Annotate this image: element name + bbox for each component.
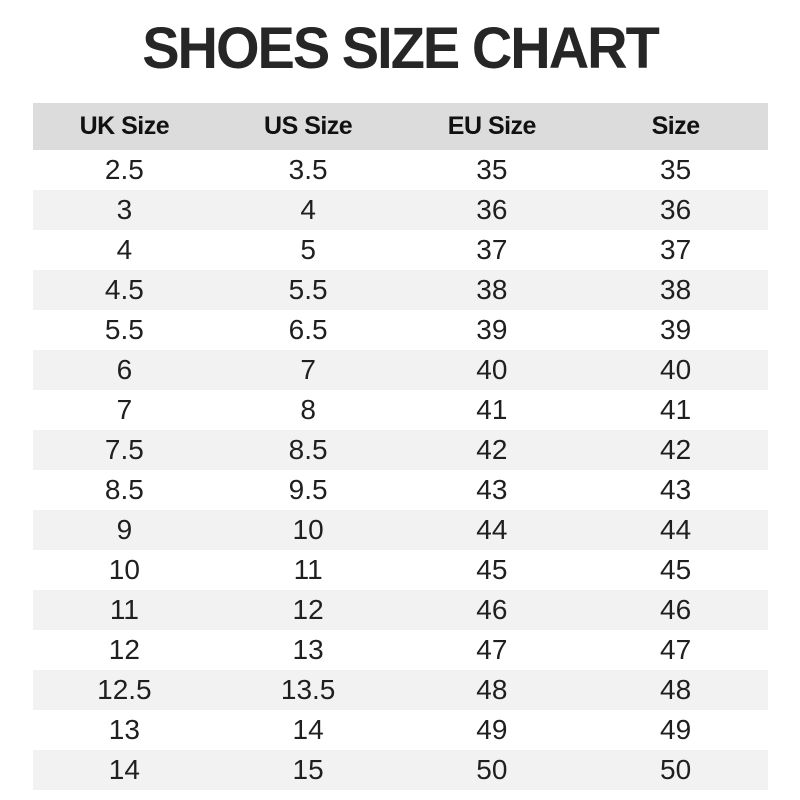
table-cell: 40	[400, 349, 584, 390]
column-header: Size	[583, 102, 768, 150]
table-cell: 2.5	[104, 153, 144, 185]
table-cell: 47	[476, 633, 508, 665]
table-cell: 38	[583, 269, 768, 310]
table-cell: 35	[476, 153, 508, 185]
column-header: UK Size	[32, 102, 217, 150]
column-header: US Size	[216, 102, 400, 150]
column-header: EU Size	[400, 102, 584, 150]
table-cell: 42	[583, 429, 768, 470]
table-row: 4 5 37 37	[33, 230, 768, 270]
table-cell: 8.5	[104, 473, 144, 505]
page-title: SHOES SIZE CHART	[142, 14, 660, 81]
table-row: 3 4 36 36	[32, 189, 768, 230]
table-cell: 44	[583, 509, 768, 550]
table-row: 12.5 13.5 48 48	[32, 669, 768, 710]
table-body: 2.5 3.5 35 35 3 4 36 36 4 5 37 37 4.5 5.5 38 38 5.5 6.5 39…	[32, 150, 768, 790]
table-cell: 36	[583, 189, 768, 230]
table-cell: 7	[116, 393, 133, 425]
table-row: 4.5 5.5 38 38	[32, 269, 768, 310]
table-cell: 5	[300, 233, 316, 265]
table-cell: 49	[660, 713, 692, 745]
table-cell: 50	[583, 749, 768, 790]
table-cell: 4	[216, 189, 400, 230]
table-cell: 13	[292, 633, 324, 665]
table-cell: 8.5	[216, 429, 400, 470]
table-cell: 12	[216, 589, 400, 630]
table-cell: 12	[108, 633, 140, 665]
table-cell: 50	[400, 749, 584, 790]
table-row: 12 13 47 47	[33, 630, 768, 670]
table-cell: 14	[32, 749, 217, 790]
table-cell: 46	[583, 589, 768, 630]
table-cell: 9.5	[288, 473, 328, 505]
table-cell: 5.5	[216, 269, 400, 310]
table-cell: 15	[216, 749, 400, 790]
table-cell: 38	[400, 269, 584, 310]
table-row: 2.5 3.5 35 35	[33, 150, 768, 190]
table-cell: 11	[32, 589, 217, 630]
table-row: 6 7 40 40	[32, 349, 768, 390]
table-cell: 6.5	[288, 313, 328, 345]
table-cell: 13.5	[216, 669, 400, 710]
table-cell: 44	[400, 509, 584, 550]
table-cell: 45	[476, 553, 508, 585]
table-cell: 48	[400, 669, 584, 710]
table-cell: 41	[476, 393, 508, 425]
table-cell: 6	[32, 349, 217, 390]
table-cell: 7	[216, 349, 400, 390]
table-cell: 37	[660, 233, 692, 265]
table-cell: 36	[400, 189, 584, 230]
table-cell: 13	[108, 713, 140, 745]
table-cell: 14	[292, 713, 324, 745]
table-cell: 40	[583, 349, 768, 390]
table-row: 13 14 49 49	[33, 710, 768, 750]
table-cell: 39	[476, 313, 508, 345]
table-header-row: UK Size US Size EU Size Size	[32, 102, 768, 150]
table-row: 11 12 46 46	[32, 589, 768, 630]
table-cell: 45	[660, 553, 692, 585]
table-head: UK Size US Size EU Size Size	[32, 102, 768, 150]
table-cell: 49	[476, 713, 508, 745]
table-cell: 8	[300, 393, 316, 425]
size-chart-table: UK Size US Size EU Size Size 2.5 3.5 35 35 3 4 36…	[32, 102, 768, 790]
table-cell: 12.5	[32, 669, 217, 710]
table-row: 8.5 9.5 43 43	[33, 470, 768, 510]
table-cell: 37	[476, 233, 508, 265]
table-cell: 43	[660, 473, 692, 505]
table-cell: 46	[400, 589, 584, 630]
table-cell: 3	[32, 189, 217, 230]
table-row: 7 8 41 41	[33, 390, 768, 430]
table-cell: 35	[660, 153, 692, 185]
table-cell: 10	[108, 553, 140, 585]
table-row: 7.5 8.5 42 42	[32, 429, 768, 470]
table-row: 14 15 50 50	[32, 749, 768, 790]
table-row: 10 11 45 45	[33, 550, 768, 590]
table-cell: 4	[116, 233, 133, 265]
table-cell: 41	[660, 393, 692, 425]
table-cell: 47	[660, 633, 692, 665]
table-cell: 3.5	[288, 153, 328, 185]
table-cell: 11	[293, 553, 323, 585]
table-cell: 43	[476, 473, 508, 505]
table-cell: 48	[583, 669, 768, 710]
table-cell: 5.5	[104, 313, 144, 345]
table-cell: 9	[32, 509, 217, 550]
table-cell: 39	[660, 313, 692, 345]
table-cell: 42	[400, 429, 584, 470]
table-cell: 4.5	[32, 269, 217, 310]
table-cell: 10	[216, 509, 400, 550]
table-cell: 7.5	[32, 429, 217, 470]
table-row: 5.5 6.5 39 39	[33, 310, 768, 350]
table-row: 9 10 44 44	[32, 509, 768, 550]
